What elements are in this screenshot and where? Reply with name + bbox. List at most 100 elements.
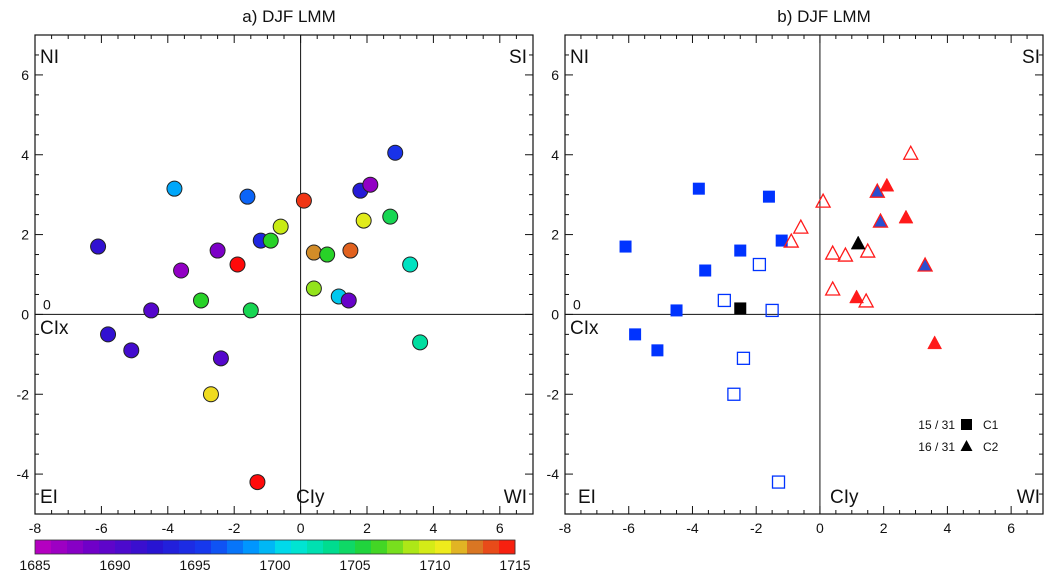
data-point-circle — [305, 280, 322, 297]
panel-b-label-si: SI — [1022, 47, 1040, 68]
colorbar-segment — [275, 540, 292, 554]
colorbar-tick-label: 1700 — [259, 557, 290, 573]
y-tick-label: -2 — [17, 386, 30, 402]
colorbar-segment — [387, 540, 404, 554]
x-tick-label: -6 — [95, 520, 108, 536]
colorbar-segment — [467, 540, 484, 554]
data-point-circle — [212, 350, 229, 367]
x-tick-label: -8 — [559, 520, 572, 536]
x-tick-label: 0 — [816, 520, 824, 536]
data-point-square — [629, 328, 642, 341]
panel-b-frame — [564, 34, 1044, 515]
colorbar-segment — [291, 540, 308, 554]
y-tick-label: -2 — [547, 386, 560, 402]
panel-b-label-wi: WI — [1017, 487, 1040, 508]
data-point-triangle — [898, 209, 914, 224]
colorbar-tick-label: 1705 — [339, 557, 370, 573]
data-point-circle — [295, 192, 312, 209]
colorbar-segment — [147, 540, 164, 554]
panel-a-label-si: SI — [509, 47, 527, 68]
colorbar: 1685 1690 1695 1700 1705 1710 1715 — [19, 539, 531, 573]
data-point-square — [736, 351, 751, 365]
data-point-circle — [242, 302, 259, 319]
panel-a-points — [90, 144, 429, 491]
data-point-triangle — [815, 192, 832, 208]
colorbar-segment — [403, 540, 420, 554]
data-point-square — [699, 264, 712, 277]
legend-c1-count: 15 / 31 — [918, 418, 955, 432]
legend-c1-label: C1 — [983, 418, 999, 432]
data-point-circle — [412, 334, 429, 351]
y-tick-label: 6 — [551, 67, 559, 83]
data-point-triangle — [849, 289, 864, 304]
data-point-triangle — [859, 242, 876, 258]
colorbar-segment — [99, 540, 116, 554]
panel-a-ticks: -8 -6 -4 -2 0 2 4 6 -4 -2 0 2 4 6 0 — [17, 34, 534, 536]
panel-b-title: b) DJF LMM — [777, 7, 871, 26]
y-tick-label: 4 — [21, 147, 29, 163]
panel-a-label-ciy: CIy — [296, 487, 325, 508]
panel-b-ticks: -8 -6 -4 -2 0 2 4 6 -4 -2 0 2 4 6 0 — [547, 34, 1044, 536]
colorbar-tick-label: 1715 — [499, 557, 530, 573]
y-tick-label: 2 — [21, 227, 29, 243]
data-point-circle — [239, 188, 256, 205]
data-point-circle — [402, 256, 419, 273]
legend-c2-triangle-icon — [960, 440, 973, 451]
data-point-circle — [342, 242, 359, 259]
data-point-circle — [166, 180, 183, 197]
colorbar-segment — [243, 540, 260, 554]
data-point-triangle — [917, 256, 934, 272]
panel-b-label-ni: NI — [570, 47, 589, 68]
legend-c2-label: C2 — [983, 440, 999, 454]
data-point-circle — [340, 292, 357, 309]
colorbar-tick-label: 1685 — [19, 557, 50, 573]
data-point-circle — [229, 256, 246, 273]
colorbar-segment — [163, 540, 180, 554]
data-point-circle — [173, 262, 190, 279]
x-tick-label: -4 — [686, 520, 699, 536]
panel-a-zero-lines — [35, 35, 533, 514]
data-point-circle — [387, 144, 404, 161]
data-point-circle — [262, 232, 279, 249]
y-tick-label: 0 — [21, 306, 29, 322]
data-point-triangle — [927, 335, 943, 350]
panel-a-label-ni: NI — [40, 47, 59, 68]
colorbar-segment — [323, 540, 340, 554]
x-tick-label: 4 — [430, 520, 438, 536]
data-point-square — [734, 302, 747, 315]
y-zero-label: 0 — [573, 296, 581, 312]
data-point-circle — [143, 302, 160, 319]
y-tick-label: -4 — [547, 466, 560, 482]
colorbar-segment — [211, 540, 228, 554]
data-point-square — [734, 244, 747, 257]
data-point-triangle — [837, 246, 854, 262]
panel-b-points — [619, 144, 943, 489]
x-tick-label: -6 — [623, 520, 636, 536]
x-tick-label: 6 — [1007, 520, 1015, 536]
colorbar-segment — [307, 540, 324, 554]
data-point-triangle — [783, 232, 800, 248]
data-point-circle — [193, 292, 209, 309]
colorbar-segment — [499, 540, 516, 554]
data-point-square — [762, 190, 775, 203]
x-tick-label: -4 — [162, 520, 175, 536]
legend-c2-count: 16 / 31 — [918, 440, 955, 454]
colorbar-segment — [371, 540, 388, 554]
colorbar-segment — [435, 540, 452, 554]
legend-c1-square-icon — [961, 419, 972, 430]
x-tick-label: 2 — [880, 520, 888, 536]
data-point-square — [765, 303, 779, 318]
data-point-circle — [319, 246, 336, 263]
panel-b: b) DJF LMM -8 -6 -4 -2 0 2 4 6 -4 -2 0 2 4 6 0 NI SI C… — [547, 7, 1044, 536]
data-point-circle — [100, 326, 117, 343]
colorbar-segment — [259, 540, 276, 554]
y-tick-label: 2 — [551, 227, 559, 243]
data-point-circle — [362, 176, 379, 193]
data-point-square — [727, 387, 741, 401]
colorbar-segment — [35, 540, 52, 554]
panel-b-zero-lines — [565, 35, 1043, 514]
panel-b-label-ei: EI — [578, 487, 596, 508]
data-point-triangle — [858, 292, 875, 308]
x-tick-label: -2 — [228, 520, 241, 536]
